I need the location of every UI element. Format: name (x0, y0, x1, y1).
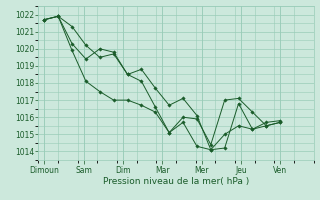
X-axis label: Pression niveau de la mer( hPa ): Pression niveau de la mer( hPa ) (103, 177, 249, 186)
